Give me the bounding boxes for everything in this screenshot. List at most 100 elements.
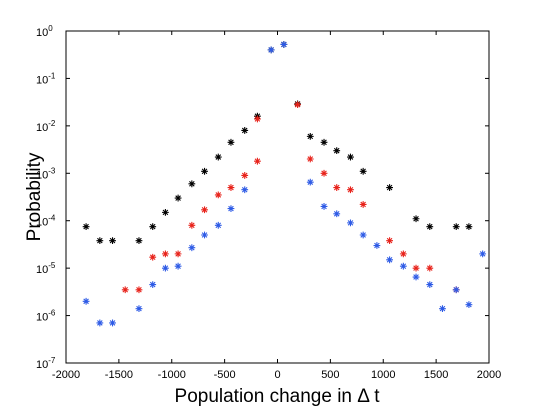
data-point [479, 250, 487, 258]
x-tick-label: -1000 [158, 369, 186, 381]
y-tick-label-base: 10 [36, 217, 48, 229]
data-point [135, 237, 143, 245]
data-point [359, 231, 367, 239]
data-point [188, 180, 196, 188]
data-point [412, 264, 420, 272]
data-point [162, 208, 169, 216]
data-point [149, 223, 157, 231]
data-point [333, 147, 341, 155]
data-point [109, 319, 116, 327]
data-point [426, 223, 434, 231]
y-tick-label: 10-6 [36, 309, 56, 324]
data-point [188, 221, 196, 229]
data-point [386, 184, 393, 191]
data-point [280, 41, 288, 48]
data-point [188, 244, 196, 252]
data-point [333, 210, 341, 218]
data-point [347, 153, 354, 161]
data-point [373, 242, 381, 249]
y-tick-label: 10-1 [36, 71, 56, 86]
y-tick-label-exponent: -4 [48, 214, 56, 223]
data-point [201, 231, 208, 239]
x-axis-title: Population change in Δ t [175, 386, 381, 407]
x-tick-label: 2000 [477, 369, 501, 381]
data-point [306, 155, 314, 163]
y-tick-label-base: 10 [36, 359, 48, 371]
data-point [96, 237, 104, 245]
data-point [135, 286, 143, 294]
data-point [359, 167, 367, 175]
data-point [214, 221, 222, 229]
data-point [347, 219, 354, 227]
series-2 [82, 41, 487, 327]
y-tick-label: 10-4 [36, 214, 56, 229]
data-point [82, 297, 90, 305]
data-point [439, 305, 446, 313]
data-point [267, 46, 275, 54]
x-tick-label: 500 [321, 369, 339, 381]
x-tick-label: 1500 [424, 369, 448, 381]
data-point [333, 184, 341, 191]
y-tick-label-base: 10 [36, 312, 48, 324]
y-tick-label: 10-2 [36, 119, 56, 134]
data-point [109, 237, 116, 245]
y-tick-label: 10-7 [36, 356, 56, 371]
data-point [254, 115, 261, 123]
data-point [359, 201, 367, 208]
data-point [294, 101, 301, 109]
y-tick-label-exponent: -3 [48, 166, 56, 175]
data-point [320, 169, 328, 177]
y-tick-label-exponent: -7 [48, 356, 56, 365]
y-tick-label-exponent: -2 [48, 119, 56, 128]
x-tick-label: -2000 [52, 369, 80, 381]
data-point [452, 286, 460, 294]
y-tick-label-base: 10 [36, 74, 48, 86]
data-point [386, 256, 393, 264]
data-point [347, 186, 354, 194]
data-point [241, 172, 249, 179]
data-point [149, 281, 157, 288]
data-point [201, 206, 208, 214]
data-point [465, 223, 473, 231]
y-tick-label: 10-5 [36, 261, 56, 276]
data-point [121, 286, 129, 294]
data-point [201, 167, 208, 175]
x-tick-label: -1500 [105, 369, 133, 381]
series-1 [121, 101, 460, 294]
data-point [227, 205, 235, 213]
data-point [174, 250, 182, 258]
data-point [426, 264, 434, 272]
data-point [227, 184, 235, 191]
data-point [452, 223, 460, 231]
data-point [162, 264, 169, 272]
data-point [412, 215, 420, 223]
data-point [465, 301, 473, 309]
data-point [306, 178, 314, 186]
data-point [174, 194, 182, 202]
data-marks [82, 41, 487, 327]
data-point [214, 191, 222, 199]
data-point [320, 203, 328, 210]
y-tick-label-exponent: -5 [48, 261, 56, 270]
data-point [254, 157, 261, 165]
x-tick-label: 0 [274, 369, 280, 381]
data-point [399, 250, 407, 258]
data-point [241, 186, 249, 194]
data-point [306, 132, 314, 140]
data-point [320, 138, 328, 146]
axis-ticks: -2000 -1500 -1000 -500 0 500 1000 1500 200010-71… [36, 24, 501, 381]
x-tick-label: -500 [214, 369, 236, 381]
y-axis-title: Probability [24, 152, 45, 241]
y-tick-label-exponent: -6 [48, 309, 56, 318]
data-point [399, 262, 407, 270]
data-point [412, 273, 420, 281]
data-point [227, 138, 235, 146]
y-tick-label-exponent: 0 [48, 24, 53, 33]
data-point [149, 253, 157, 261]
data-point [82, 223, 90, 231]
data-point [135, 305, 143, 313]
data-point [162, 250, 169, 258]
data-point [174, 262, 182, 270]
